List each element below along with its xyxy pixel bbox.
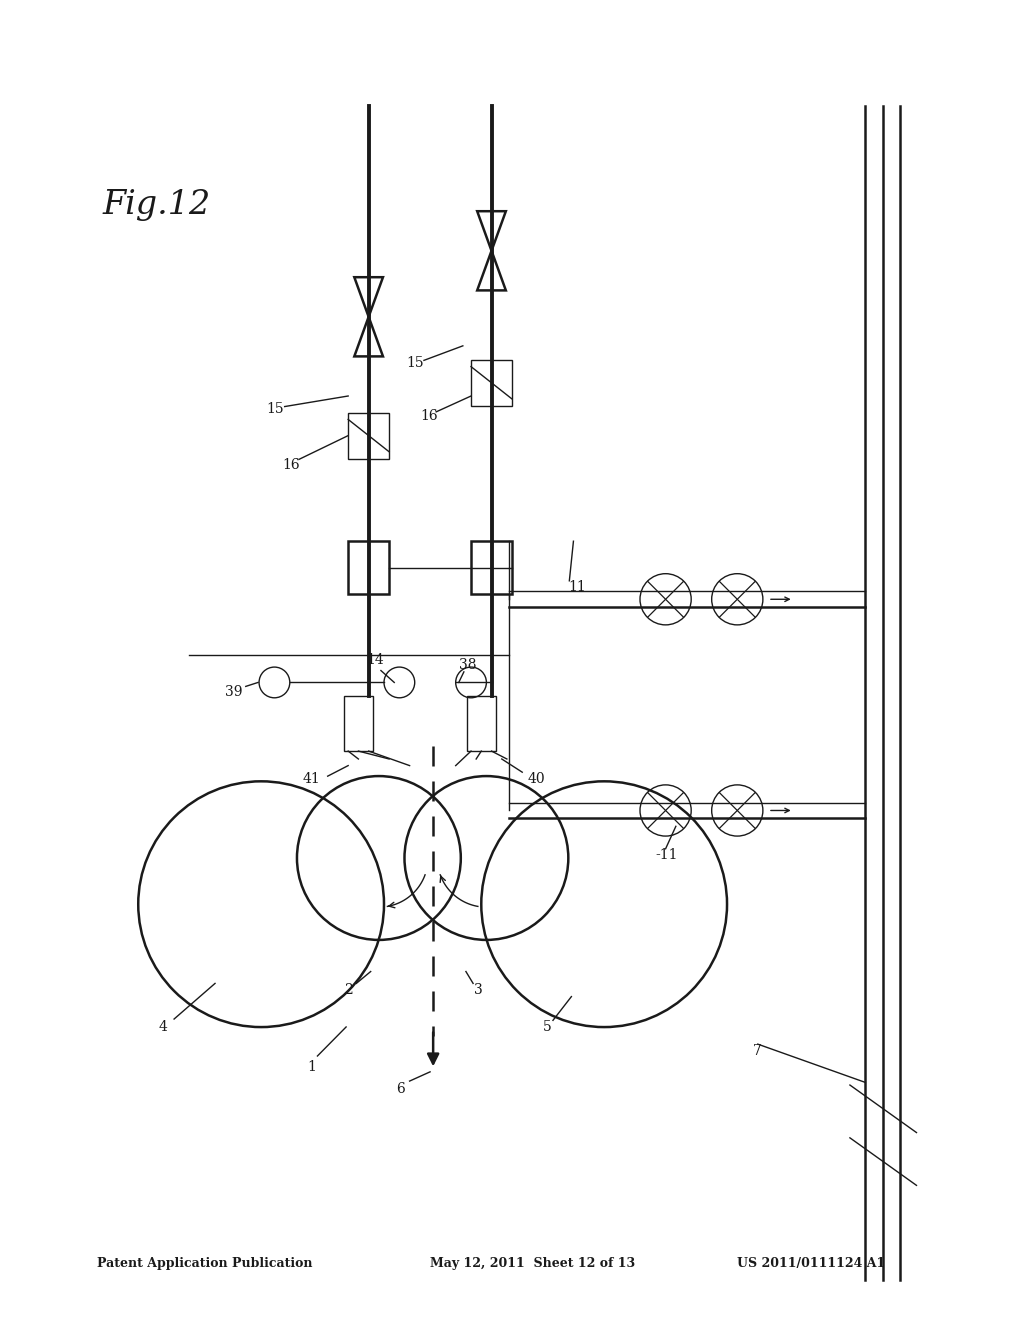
- Text: 6: 6: [396, 1082, 406, 1096]
- Text: 4: 4: [159, 1020, 168, 1034]
- Bar: [344, 696, 373, 751]
- Text: 16: 16: [283, 458, 300, 471]
- Bar: [471, 359, 512, 407]
- Text: 7: 7: [753, 1044, 762, 1057]
- Text: 16: 16: [420, 409, 437, 422]
- Text: May 12, 2011  Sheet 12 of 13: May 12, 2011 Sheet 12 of 13: [430, 1257, 635, 1270]
- Text: -11: -11: [655, 849, 678, 862]
- Text: Patent Application Publication: Patent Application Publication: [97, 1257, 312, 1270]
- Text: 40: 40: [527, 772, 545, 785]
- Text: 3: 3: [474, 983, 483, 997]
- Bar: [471, 541, 512, 594]
- Text: US 2011/0111124 A1: US 2011/0111124 A1: [737, 1257, 886, 1270]
- Text: 5: 5: [543, 1020, 552, 1034]
- Text: 14: 14: [367, 653, 384, 667]
- Text: 11: 11: [568, 581, 586, 594]
- Text: Fig.12: Fig.12: [102, 189, 211, 220]
- Text: 15: 15: [407, 356, 424, 370]
- Bar: [348, 412, 389, 459]
- Text: 41: 41: [302, 772, 319, 785]
- Text: 39: 39: [225, 685, 243, 698]
- Bar: [348, 541, 389, 594]
- Text: 38: 38: [459, 659, 476, 672]
- Text: 1: 1: [307, 1060, 316, 1073]
- Text: 15: 15: [266, 403, 284, 416]
- Text: 2: 2: [344, 983, 353, 997]
- Bar: [467, 696, 496, 751]
